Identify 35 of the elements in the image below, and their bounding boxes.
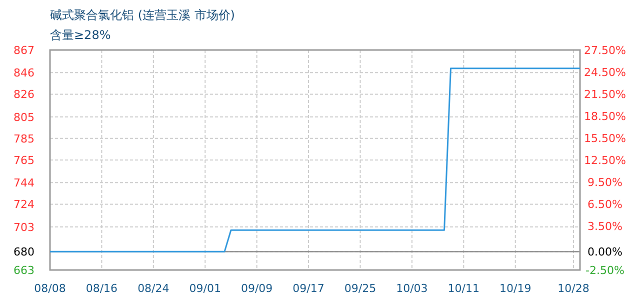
x-tick-label: 09/01 <box>189 282 221 295</box>
x-tick-label: 10/03 <box>396 282 428 295</box>
x-tick-label: 09/17 <box>292 282 324 295</box>
y2-tick-label: 15.50% <box>584 132 626 145</box>
y-tick-label: 826 <box>14 88 34 102</box>
x-tick-label: 10/28 <box>558 282 590 295</box>
y2-tick-label: 21.50% <box>584 88 626 101</box>
y2-tick-label: 27.50% <box>584 44 626 57</box>
y-tick-label: 703 <box>14 220 34 234</box>
y-tick-label: 663 <box>14 264 34 277</box>
y2-tick-label: 6.50% <box>588 198 622 211</box>
x-tick-label: 10/19 <box>500 282 532 295</box>
x-tick-label: 09/09 <box>240 282 273 295</box>
y2-tick-label: 0.00% <box>588 246 622 259</box>
chart-subtitle: 含量≥28% <box>50 28 111 42</box>
y-tick-label: 846 <box>14 66 34 80</box>
y-tick-label: 867 <box>14 44 34 57</box>
y2-tick-label: 3.50% <box>588 220 622 233</box>
y-tick-label: 724 <box>14 198 34 212</box>
x-tick-label: 08/16 <box>86 282 118 295</box>
y2-tick-label: 18.50% <box>584 110 626 123</box>
y2-tick-label: 24.50% <box>584 66 626 79</box>
y-tick-label: 680 <box>14 246 34 259</box>
y-tick-label: 805 <box>14 110 34 124</box>
y2-tick-label: 12.50% <box>584 154 626 167</box>
y2-tick-label: -2.50% <box>586 264 624 277</box>
y-tick-label: 765 <box>14 154 34 167</box>
y-tick-label: 744 <box>14 176 34 190</box>
x-tick-label: 09/25 <box>344 282 376 295</box>
x-tick-label: 10/11 <box>448 282 480 295</box>
x-tick-label: 08/24 <box>138 282 170 295</box>
chart-title: 碱式聚合氯化铝 (连营玉溪 市场价) <box>50 8 235 22</box>
y-tick-label: 785 <box>14 132 34 146</box>
y2-tick-label: 9.50% <box>588 176 622 189</box>
x-tick-label: 08/08 <box>34 282 66 295</box>
